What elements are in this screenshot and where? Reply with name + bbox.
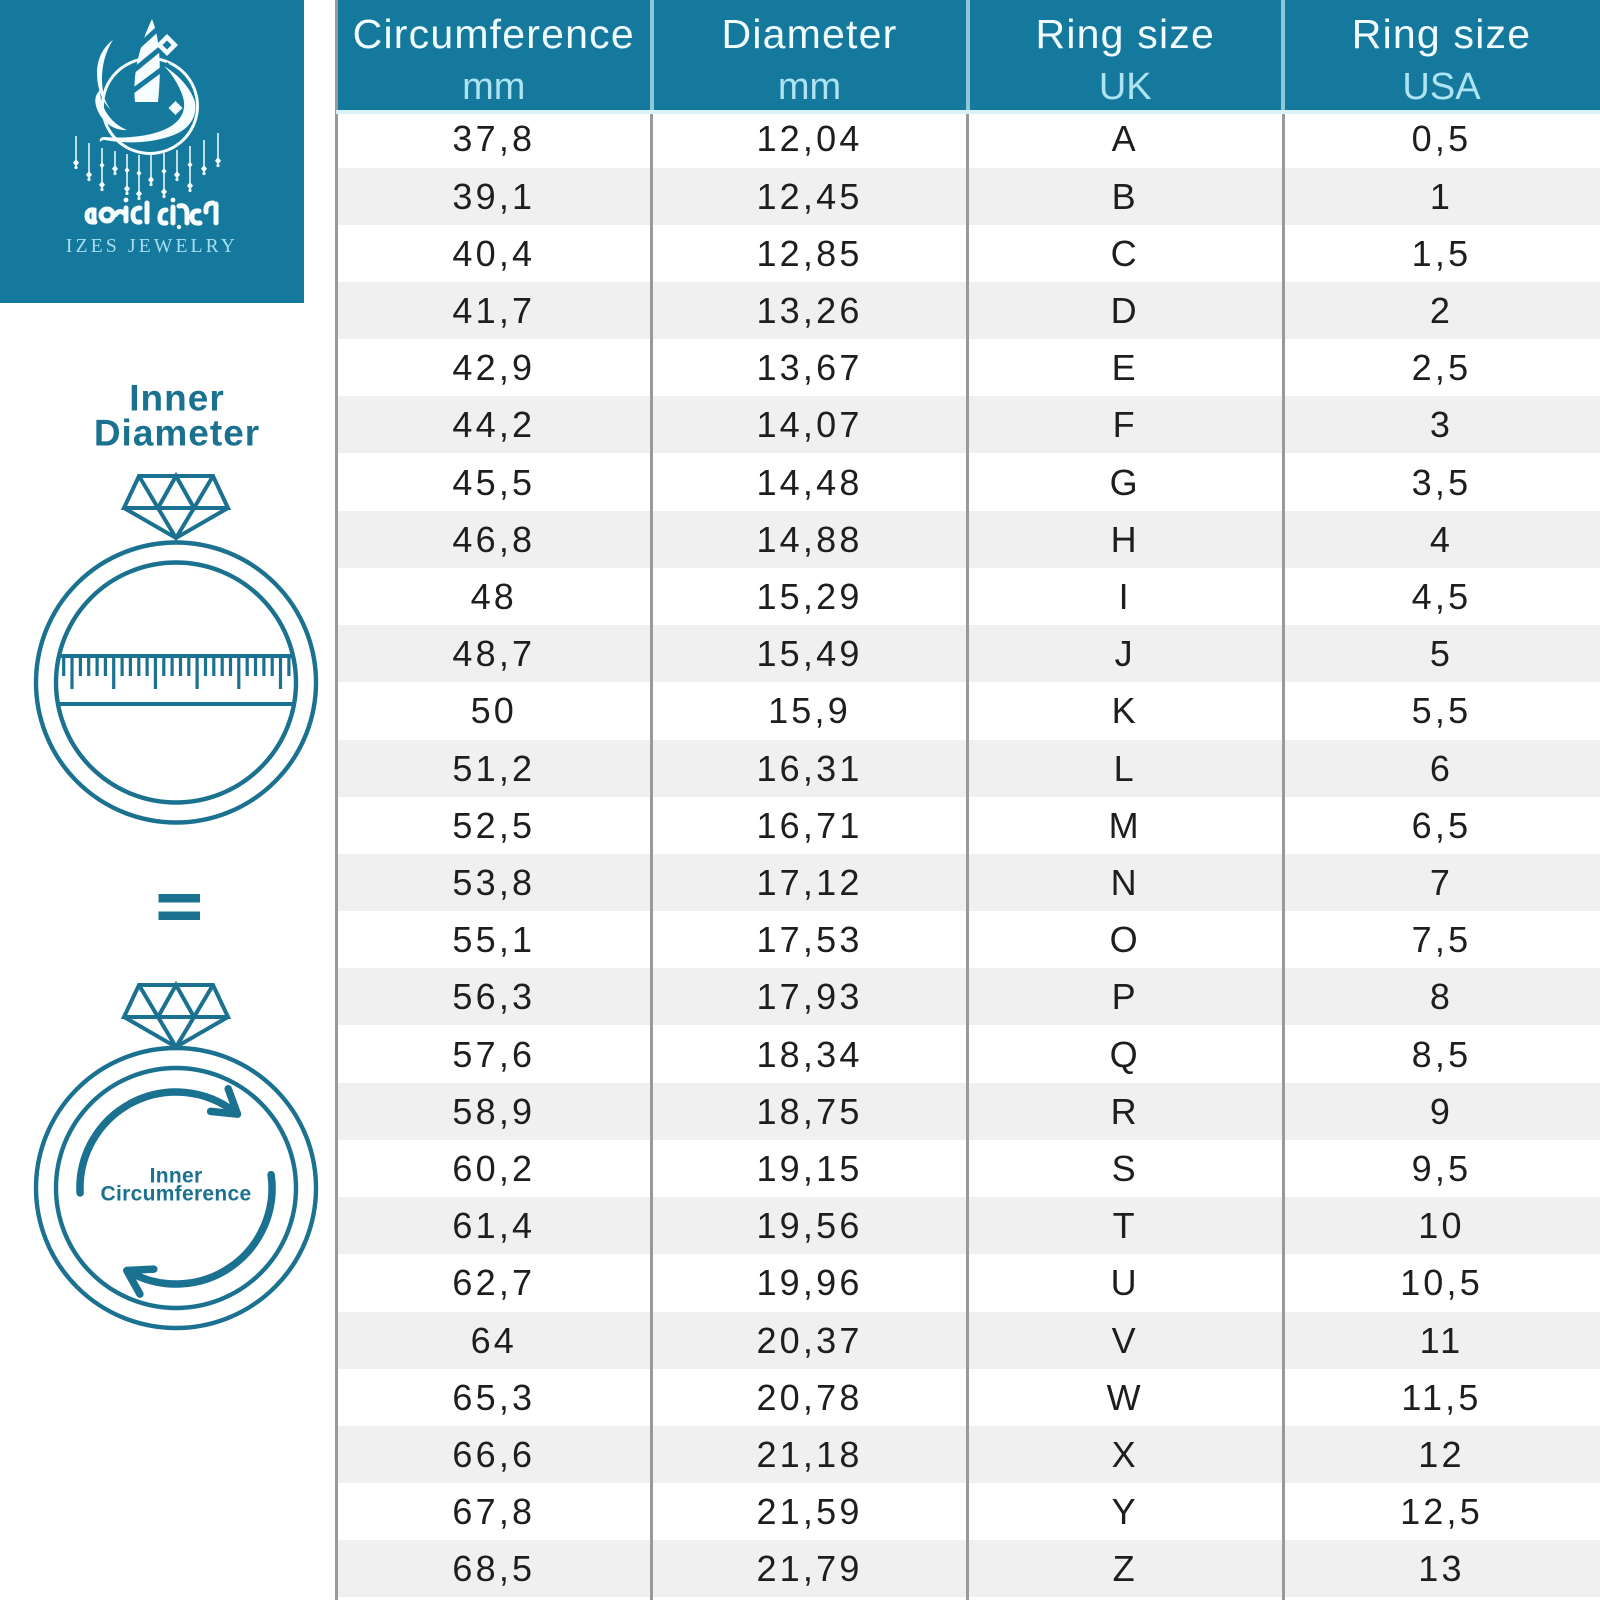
svg-text:Circumference: Circumference — [101, 1183, 252, 1206]
svg-text:Diameter: Diameter — [94, 413, 260, 454]
svg-text:Inner: Inner — [150, 1165, 203, 1188]
svg-text:IZES JEWELRY: IZES JEWELRY — [66, 236, 238, 257]
svg-text:Inner: Inner — [129, 378, 224, 419]
